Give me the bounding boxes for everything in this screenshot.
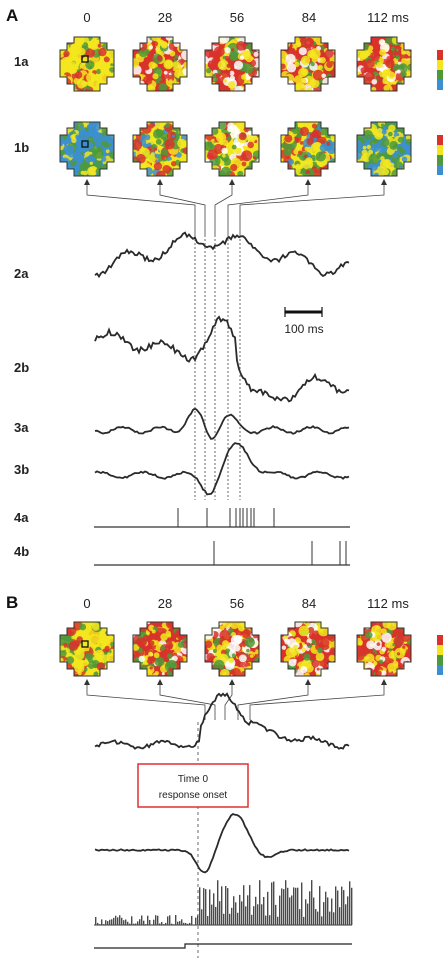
row-label-4b: 4b	[14, 544, 29, 559]
row-label-2a: 2a	[14, 266, 29, 281]
row-label-3a: 3a	[14, 420, 29, 435]
map-row-b	[59, 621, 412, 677]
colorbar-b	[437, 635, 443, 675]
map-1b-4	[356, 121, 412, 177]
row-label-3b: 3b	[14, 462, 29, 477]
time-zero-callout: Time 0 response onset	[137, 763, 249, 808]
callout-line-2: response onset	[159, 790, 228, 801]
panel-a-letter: A	[6, 6, 18, 25]
raster-4b	[94, 541, 350, 566]
colorbar-1b	[437, 135, 443, 175]
trace-3b	[94, 442, 350, 496]
time-label-28: 28	[158, 10, 172, 25]
map-1b-2	[204, 121, 260, 177]
b-time-label-28: 28	[158, 596, 172, 611]
b-time-label-84: 84	[302, 596, 316, 611]
map-1a-4	[356, 36, 412, 92]
row-label-1b: 1b	[14, 140, 29, 155]
map-1a-3	[280, 36, 336, 92]
trace-b-average	[94, 692, 350, 750]
map-1a-1	[132, 36, 188, 92]
map-row-1a	[59, 36, 412, 92]
spike-histogram	[94, 880, 353, 926]
map-b-2	[204, 621, 260, 677]
map-1a-0	[59, 36, 115, 92]
panel-a-time-labels: 0 28 56 84 112 ms	[83, 10, 409, 25]
map-b-3	[280, 621, 336, 677]
connector-lines-a	[84, 179, 387, 235]
map-b-1	[132, 621, 188, 677]
trace-3a	[94, 407, 350, 440]
b-time-label-112: 112 ms	[367, 596, 409, 611]
time-label-56: 56	[230, 10, 244, 25]
map-b-4	[356, 621, 412, 677]
panel-b-time-labels: 0 28 56 84 112 ms	[83, 596, 409, 611]
connector-lines-b	[84, 679, 387, 720]
time-label-84: 84	[302, 10, 316, 25]
map-1b-0	[59, 121, 115, 177]
trace-2a	[94, 231, 350, 279]
row-label-4a: 4a	[14, 510, 29, 525]
time-label-112: 112 ms	[367, 10, 409, 25]
scale-bar: 100 ms	[284, 307, 324, 336]
row-label-2b: 2b	[14, 360, 29, 375]
time-label-0: 0	[83, 10, 90, 25]
trace-2b	[94, 315, 350, 403]
panel-b-letter: B	[6, 593, 18, 612]
map-1a-2	[204, 36, 260, 92]
callout-line-1: Time 0	[178, 774, 209, 785]
map-1b-1	[132, 121, 188, 177]
scale-bar-label: 100 ms	[284, 322, 323, 336]
b-time-label-56: 56	[230, 596, 244, 611]
trace-b-filtered	[94, 812, 350, 874]
b-time-label-0: 0	[83, 596, 90, 611]
raster-4a	[94, 508, 350, 528]
map-1b-3	[280, 121, 336, 177]
map-b-0	[59, 621, 115, 677]
colorbar-1a	[437, 50, 443, 90]
response-step-line	[94, 943, 352, 949]
time-marker-lines-a	[194, 235, 241, 500]
row-label-1a: 1a	[14, 54, 29, 69]
map-row-1b	[59, 121, 412, 177]
